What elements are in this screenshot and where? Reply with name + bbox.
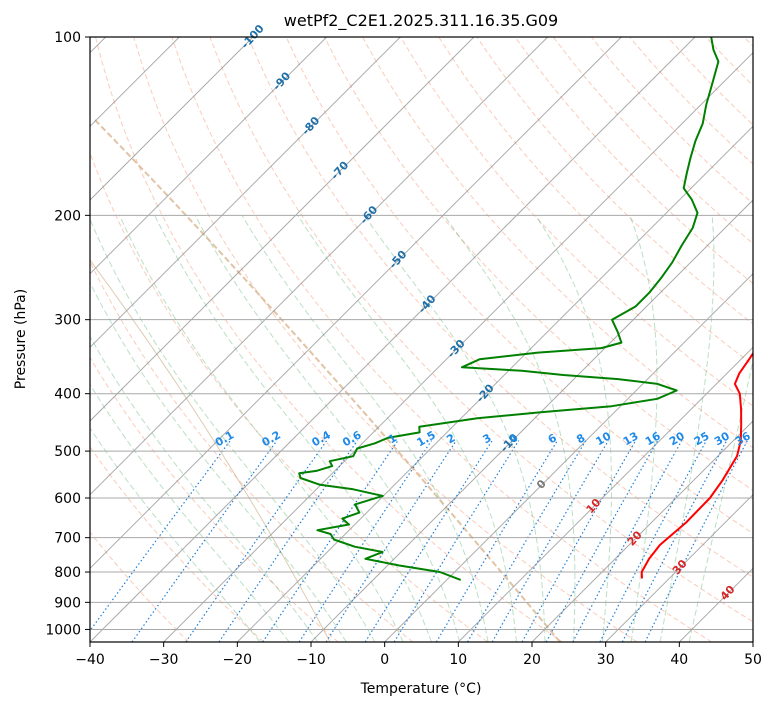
dry-adiabat — [133, 37, 638, 642]
dry-adiabat — [362, 37, 753, 449]
isotherm — [531, 420, 753, 642]
dry-adiabat — [90, 531, 190, 642]
moist-adiabat — [119, 215, 404, 642]
dry-adiabat — [323, 37, 753, 491]
x-axis-ticks: −40 −30 −20 −10 0 10 20 30 40 50 — [75, 642, 762, 668]
isotherm — [752, 641, 753, 642]
mixing-ratio-line — [364, 440, 493, 642]
moist-adiabat — [90, 281, 347, 642]
plot-frame — [89, 36, 754, 643]
mixing-ratio-line — [491, 440, 609, 642]
plot-area — [90, 37, 753, 642]
dry-adiabat — [90, 356, 339, 642]
mixing-ratio-line — [466, 440, 587, 642]
y-tick-label: 300 — [54, 313, 81, 329]
x-axis-label: Temperature (°C) — [360, 681, 482, 697]
y-tick-label: 700 — [54, 531, 81, 547]
dry-adiabat — [400, 37, 753, 407]
mixing-ratio-line — [262, 440, 399, 642]
x-tick-label: 50 — [744, 652, 762, 668]
dry-adiabat — [90, 151, 488, 642]
mixing-ratio-line — [545, 440, 659, 642]
isotherm — [90, 37, 328, 275]
dry-adiabat — [247, 37, 753, 578]
mixing-ratio-line — [572, 440, 683, 642]
dry-adiabat — [209, 37, 753, 623]
y-tick-label: 1000 — [45, 622, 81, 638]
dry-adiabat — [95, 37, 563, 642]
mixing-ratio-line — [131, 440, 278, 642]
mixing-ratio-line — [644, 440, 748, 642]
isotherm — [457, 346, 753, 642]
moist-adiabat — [659, 215, 715, 642]
x-tick-label: −40 — [75, 652, 105, 668]
dry-adiabat — [285, 37, 753, 535]
isotherm — [163, 51, 753, 642]
isotherm — [310, 199, 753, 642]
isotherm — [90, 37, 549, 496]
isotherm — [90, 37, 696, 642]
y-axis-ticks: 100 200 300 400 500 600 700 800 900 1000 — [45, 30, 90, 638]
moist-adiabat — [629, 215, 658, 642]
profile-lines — [298, 37, 753, 581]
moist-adiabat — [535, 215, 612, 642]
moist-adiabat — [443, 215, 576, 642]
y-tick-label: 900 — [54, 595, 81, 611]
y-tick-label: 600 — [54, 491, 81, 507]
y-tick-label: 800 — [54, 565, 81, 581]
moist-adiabat — [90, 218, 376, 642]
mixing-ratio-line — [435, 440, 558, 642]
mixing-ratio-line — [393, 440, 520, 642]
isotherm — [90, 37, 475, 422]
background-lines — [90, 37, 753, 642]
y-tick-label: 100 — [54, 30, 81, 46]
mixing-ratio-line — [521, 440, 637, 642]
x-tick-label: 30 — [597, 652, 615, 668]
x-tick-label: 10 — [449, 652, 467, 668]
isotherm — [90, 37, 254, 201]
isotherm — [384, 272, 753, 642]
moist-adiabat — [90, 335, 319, 642]
y-axis-label: Pressure (hPa) — [13, 289, 29, 389]
dry-adiabat — [438, 37, 753, 366]
x-tick-label: −10 — [296, 652, 326, 668]
dry-adiabat — [171, 37, 712, 642]
x-tick-label: 0 — [380, 652, 389, 668]
moist-adiabat — [194, 215, 461, 642]
mixing-ratio-line — [298, 440, 432, 642]
dewpoint-profile — [298, 37, 720, 581]
moist-adiabat — [154, 215, 432, 642]
dry-adiabat — [514, 37, 753, 285]
mixing-ratio-line — [90, 440, 231, 632]
x-tick-label: 40 — [670, 652, 688, 668]
reference-arc — [90, 259, 331, 642]
dry-adiabat — [90, 445, 264, 642]
mixing-ratio-line — [185, 440, 328, 642]
temperature-profile — [640, 351, 753, 579]
isotherm — [90, 37, 622, 570]
x-tick-label: −20 — [223, 652, 253, 668]
chart-title: wetPf2_C2E1.2025.311.16.35.G09 — [284, 11, 558, 31]
y-tick-label: 500 — [54, 444, 81, 460]
x-tick-label: 20 — [523, 652, 541, 668]
isotherm — [90, 37, 401, 349]
moist-adiabat — [688, 357, 753, 642]
isotherm — [605, 493, 753, 642]
x-tick-label: −30 — [149, 652, 179, 668]
y-tick-label: 400 — [54, 387, 81, 403]
moist-adiabat — [297, 215, 517, 642]
moist-adiabat — [363, 215, 546, 642]
moist-adiabat — [90, 427, 261, 642]
y-tick-label: 200 — [54, 208, 81, 224]
